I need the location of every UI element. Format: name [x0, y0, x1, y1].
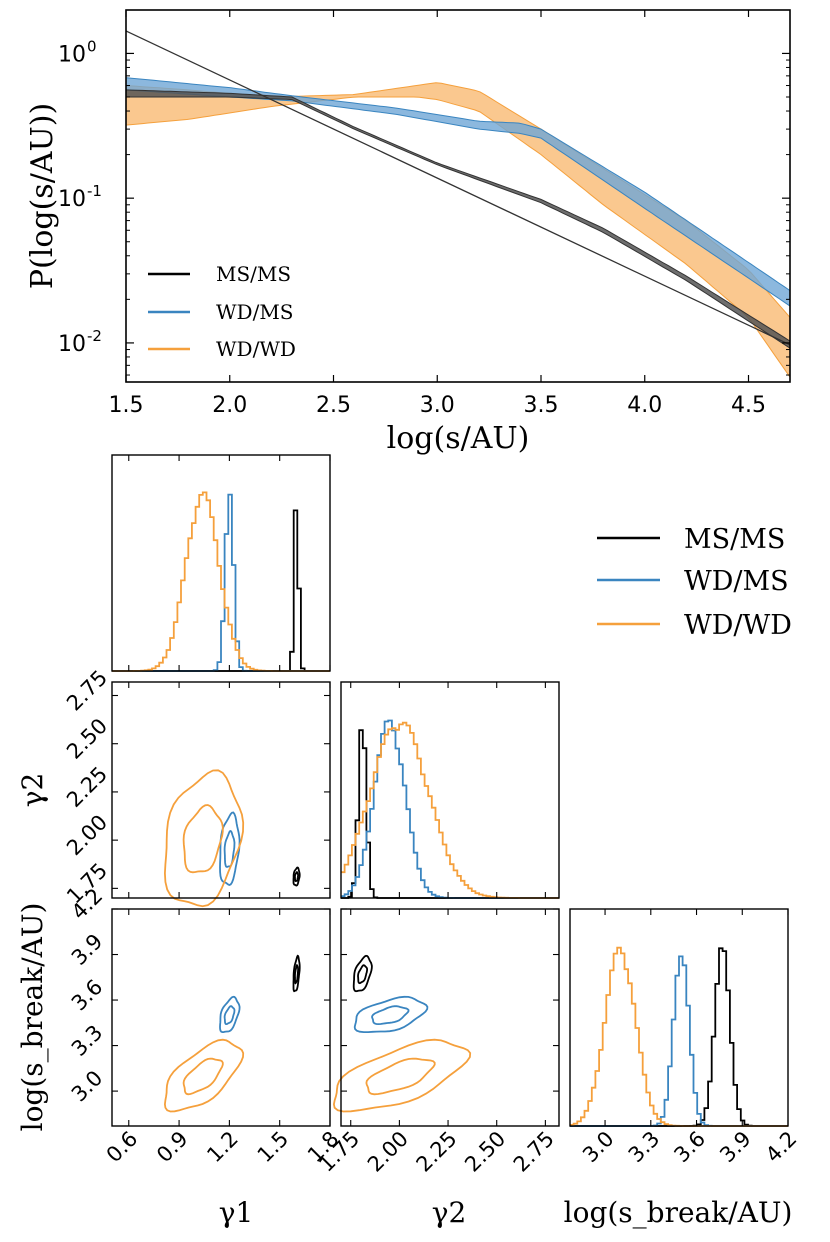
contour-wd-wd-gamma_2-log_s_break: [365, 1057, 436, 1096]
top-legend: MS/MS WD/MS WD/WD: [148, 262, 296, 361]
hist-wd-wd-gamma_2: [341, 721, 559, 899]
corner-x-tick-label: 2.50: [460, 1127, 510, 1177]
top-y-tick-label: 10: [58, 332, 86, 357]
contour-ms-ms-gamma_1-gamma_2: [292, 866, 301, 887]
diag-panel-log_s_break: [569, 908, 789, 1127]
corner-x-tick-label: 2.25: [412, 1127, 462, 1177]
panel-gamma_1-vs-log_s_break: [111, 908, 331, 1127]
contour-ms-ms-gamma_2-log_s_break: [352, 954, 373, 993]
contour-wd-wd-gamma_1-gamma_2: [163, 769, 245, 908]
corner-x-tick-label: 3.6: [669, 1127, 710, 1168]
diag-panel-gamma_2: [340, 681, 560, 899]
contour-wd-ms-gamma_1-log_s_break: [223, 1005, 236, 1026]
contour-wd-wd-gamma_1-log_s_break: [182, 1057, 224, 1096]
corner-x-tick-label: 4.2: [761, 1127, 802, 1168]
legend-label-ms-ms: MS/MS: [216, 262, 291, 286]
contour-wd-ms-gamma_1-gamma_2: [219, 811, 241, 886]
contour-ms-ms-gamma_2-log_s_break: [357, 964, 368, 985]
corner-x-label-sbreak: log(s_break/AU): [564, 1196, 793, 1229]
corner-y-label-gamma2: γ2: [16, 773, 49, 808]
corner-x-tick-label: 1.2: [202, 1127, 243, 1168]
diag-panel-gamma_1: [111, 454, 331, 672]
contour-wd-wd-gamma_1-log_s_break: [163, 1038, 245, 1113]
corner-x-label-gamma1: γ1: [219, 1196, 254, 1229]
top-y-tick-exponent: -1: [87, 182, 102, 200]
contour-wd-ms-gamma_1-log_s_break: [219, 995, 241, 1033]
top-x-tick-label: 2.0: [212, 393, 247, 418]
line-ms-ms-model: [125, 30, 791, 346]
top-y-tick-exponent: -2: [87, 327, 102, 345]
corner-legend-label-wd-wd: WD/WD: [684, 610, 792, 641]
top-x-tick-label: 4.0: [627, 393, 662, 418]
corner-y-tick-label: 3.9: [67, 929, 108, 970]
corner-x-tick-label: 1.5: [253, 1127, 294, 1168]
top-y-axis-label: P(log(s/AU)): [25, 103, 60, 289]
legend-label-wd-wd: WD/WD: [216, 337, 296, 361]
panel-gamma_2-vs-log_s_break: [340, 908, 560, 1127]
corner-y-tick-label: 3.0: [67, 1066, 108, 1107]
top-y-tick-label: 10: [58, 187, 86, 212]
hist-ms-ms-gamma_2: [341, 729, 559, 899]
corner-x-tick-label: 3.9: [715, 1127, 756, 1168]
top-x-axis-label: log(s/AU): [387, 421, 530, 456]
top-x-tick-label: 3.0: [420, 393, 455, 418]
top-y-tick-exponent: 0: [87, 37, 97, 55]
corner-legend-label-ms-ms: MS/MS: [684, 524, 785, 555]
panel-gamma_1-vs-gamma_2: [111, 681, 331, 899]
corner-y-tick-label: 3.3: [67, 1020, 108, 1061]
top-x-tick-label: 4.5: [731, 393, 766, 418]
hist-wd-ms-gamma_2: [341, 719, 559, 899]
contour-wd-ms-gamma_2-log_s_break: [371, 1005, 410, 1026]
contour-wd-wd-gamma_1-gamma_2: [182, 804, 224, 874]
contour-ms-ms-gamma_1-log_s_break: [292, 954, 301, 993]
corner-y-label-sbreak: log(s_break/AU): [16, 903, 49, 1132]
contour-ms-ms-gamma_1-log_s_break: [293, 964, 299, 985]
top-x-tick-label: 1.5: [109, 393, 144, 418]
corner-y-tick-label: 2.75: [62, 666, 112, 716]
top-x-tick-label: 2.5: [316, 393, 351, 418]
contour-wd-wd-gamma_2-log_s_break: [332, 1038, 472, 1113]
corner-x-tick-label: 2.00: [363, 1127, 413, 1177]
contour-ms-ms-gamma_1-gamma_2: [293, 871, 299, 883]
corner-plot: 3.0 3.3 3.6 3.9 4.21.752.002.252.502.750.6 0.…: [62, 454, 802, 1177]
corner-legend-label-wd-ms: WD/MS: [684, 566, 789, 597]
top-plot-frame: [125, 9, 791, 383]
corner-x-tick-label: 0.9: [152, 1127, 193, 1168]
contour-wd-ms-gamma_2-log_s_break: [353, 995, 429, 1033]
corner-y-tick-label: 2.00: [62, 810, 112, 860]
top-y-tick-label: 10: [58, 42, 86, 67]
corner-x-tick-label: 3.0: [578, 1127, 619, 1168]
corner-y-tick-label: 2.50: [62, 714, 112, 764]
top-x-tick-label: 3.5: [524, 393, 559, 418]
corner-y-tick-label: 3.6: [67, 975, 108, 1016]
corner-x-tick-label: 2.75: [509, 1127, 559, 1177]
corner-y-tick-label: 2.25: [62, 762, 112, 812]
corner-x-tick-label: 0.6: [102, 1127, 143, 1168]
legend-label-wd-ms: WD/MS: [216, 300, 294, 324]
corner-x-tick-label: 3.3: [624, 1127, 665, 1168]
corner-legend: MS/MS WD/MS WD/WD: [597, 524, 792, 641]
corner-x-label-gamma2: γ2: [432, 1196, 467, 1229]
